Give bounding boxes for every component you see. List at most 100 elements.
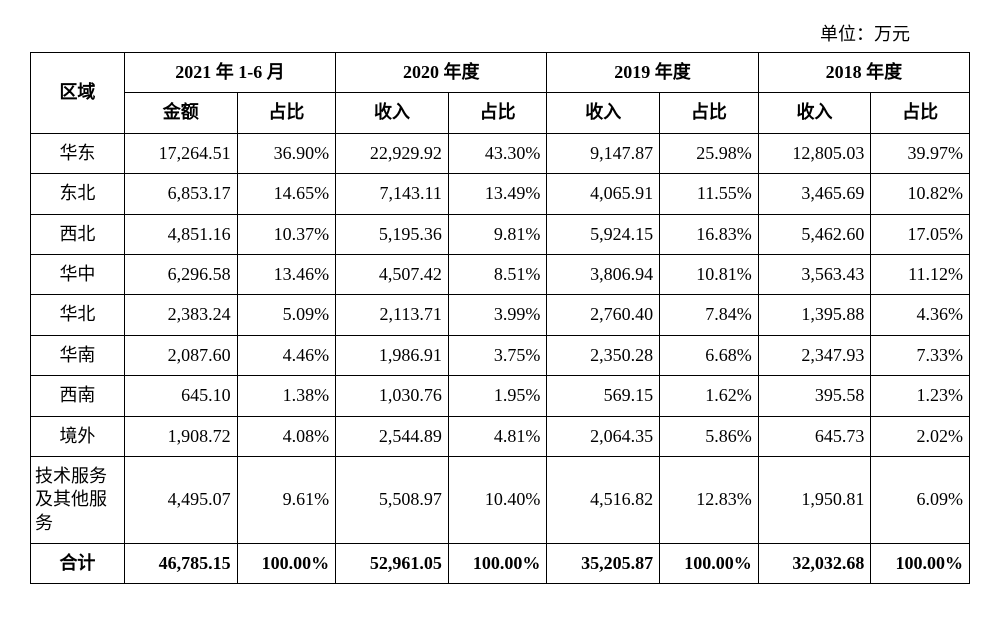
region-cell: 西南 — [31, 376, 125, 416]
pct-cell: 6.09% — [871, 456, 970, 543]
pct-cell: 13.46% — [237, 254, 336, 294]
pct-cell: 100.00% — [237, 544, 336, 584]
pct-cell: 4.46% — [237, 335, 336, 375]
region-cell: 东北 — [31, 174, 125, 214]
pct-cell: 2.02% — [871, 416, 970, 456]
amount-cell: 395.58 — [758, 376, 871, 416]
amount-cell: 2,350.28 — [547, 335, 660, 375]
pct-cell: 36.90% — [237, 133, 336, 173]
region-cell: 华东 — [31, 133, 125, 173]
header-amount-0: 金额 — [124, 93, 237, 133]
pct-cell: 12.83% — [660, 456, 759, 543]
pct-cell: 7.84% — [660, 295, 759, 335]
pct-cell: 43.30% — [448, 133, 547, 173]
amount-cell: 1,908.72 — [124, 416, 237, 456]
pct-cell: 9.61% — [237, 456, 336, 543]
amount-cell: 2,064.35 — [547, 416, 660, 456]
pct-cell: 14.65% — [237, 174, 336, 214]
pct-cell: 13.49% — [448, 174, 547, 214]
amount-cell: 645.10 — [124, 376, 237, 416]
pct-cell: 1.38% — [237, 376, 336, 416]
amount-cell: 35,205.87 — [547, 544, 660, 584]
table-header: 区域 2021 年 1-6 月 2020 年度 2019 年度 2018 年度 … — [31, 53, 970, 134]
amount-cell: 1,986.91 — [336, 335, 449, 375]
table-row: 华中6,296.5813.46%4,507.428.51%3,806.9410.… — [31, 254, 970, 294]
pct-cell: 4.08% — [237, 416, 336, 456]
pct-cell: 1.62% — [660, 376, 759, 416]
pct-cell: 3.99% — [448, 295, 547, 335]
table-row: 华北2,383.245.09%2,113.713.99%2,760.407.84… — [31, 295, 970, 335]
pct-cell: 6.68% — [660, 335, 759, 375]
header-pct-3: 占比 — [871, 93, 970, 133]
header-period-3: 2018 年度 — [758, 53, 969, 93]
region-cell: 华中 — [31, 254, 125, 294]
table-body: 华东17,264.5136.90%22,929.9243.30%9,147.87… — [31, 133, 970, 584]
table-row: 西南645.101.38%1,030.761.95%569.151.62%395… — [31, 376, 970, 416]
revenue-by-region-table: 区域 2021 年 1-6 月 2020 年度 2019 年度 2018 年度 … — [30, 52, 970, 584]
table-row: 东北6,853.1714.65%7,143.1113.49%4,065.9111… — [31, 174, 970, 214]
table-row-total: 合计46,785.15100.00%52,961.05100.00%35,205… — [31, 544, 970, 584]
region-cell: 华北 — [31, 295, 125, 335]
amount-cell: 2,383.24 — [124, 295, 237, 335]
amount-cell: 46,785.15 — [124, 544, 237, 584]
region-cell: 技术服务及其他服务 — [31, 456, 125, 543]
pct-cell: 1.23% — [871, 376, 970, 416]
amount-cell: 2,347.93 — [758, 335, 871, 375]
amount-cell: 3,465.69 — [758, 174, 871, 214]
pct-cell: 10.82% — [871, 174, 970, 214]
amount-cell: 4,851.16 — [124, 214, 237, 254]
amount-cell: 22,929.92 — [336, 133, 449, 173]
amount-cell: 5,195.36 — [336, 214, 449, 254]
region-cell: 西北 — [31, 214, 125, 254]
header-amount-1: 收入 — [336, 93, 449, 133]
header-amount-3: 收入 — [758, 93, 871, 133]
pct-cell: 5.86% — [660, 416, 759, 456]
header-period-0: 2021 年 1-6 月 — [124, 53, 335, 93]
header-pct-2: 占比 — [660, 93, 759, 133]
pct-cell: 5.09% — [237, 295, 336, 335]
pct-cell: 3.75% — [448, 335, 547, 375]
header-region: 区域 — [31, 53, 125, 134]
pct-cell: 11.55% — [660, 174, 759, 214]
header-pct-1: 占比 — [448, 93, 547, 133]
amount-cell: 6,296.58 — [124, 254, 237, 294]
amount-cell: 9,147.87 — [547, 133, 660, 173]
amount-cell: 5,462.60 — [758, 214, 871, 254]
amount-cell: 52,961.05 — [336, 544, 449, 584]
region-cell: 华南 — [31, 335, 125, 375]
amount-cell: 7,143.11 — [336, 174, 449, 214]
pct-cell: 4.36% — [871, 295, 970, 335]
table-row: 西北4,851.1610.37%5,195.369.81%5,924.1516.… — [31, 214, 970, 254]
header-period-1: 2020 年度 — [336, 53, 547, 93]
amount-cell: 3,563.43 — [758, 254, 871, 294]
pct-cell: 7.33% — [871, 335, 970, 375]
amount-cell: 5,924.15 — [547, 214, 660, 254]
amount-cell: 2,544.89 — [336, 416, 449, 456]
pct-cell: 100.00% — [871, 544, 970, 584]
amount-cell: 32,032.68 — [758, 544, 871, 584]
header-period-2: 2019 年度 — [547, 53, 758, 93]
pct-cell: 100.00% — [448, 544, 547, 584]
amount-cell: 4,516.82 — [547, 456, 660, 543]
pct-cell: 8.51% — [448, 254, 547, 294]
amount-cell: 3,806.94 — [547, 254, 660, 294]
pct-cell: 10.37% — [237, 214, 336, 254]
amount-cell: 5,508.97 — [336, 456, 449, 543]
pct-cell: 11.12% — [871, 254, 970, 294]
amount-cell: 1,395.88 — [758, 295, 871, 335]
pct-cell: 16.83% — [660, 214, 759, 254]
header-amount-2: 收入 — [547, 93, 660, 133]
amount-cell: 6,853.17 — [124, 174, 237, 214]
pct-cell: 17.05% — [871, 214, 970, 254]
amount-cell: 4,507.42 — [336, 254, 449, 294]
pct-cell: 25.98% — [660, 133, 759, 173]
unit-label: 单位：万元 — [30, 20, 970, 46]
amount-cell: 569.15 — [547, 376, 660, 416]
amount-cell: 4,065.91 — [547, 174, 660, 214]
total-label: 合计 — [31, 544, 125, 584]
pct-cell: 100.00% — [660, 544, 759, 584]
amount-cell: 2,087.60 — [124, 335, 237, 375]
pct-cell: 39.97% — [871, 133, 970, 173]
table-row: 境外1,908.724.08%2,544.894.81%2,064.355.86… — [31, 416, 970, 456]
table-row: 华东17,264.5136.90%22,929.9243.30%9,147.87… — [31, 133, 970, 173]
